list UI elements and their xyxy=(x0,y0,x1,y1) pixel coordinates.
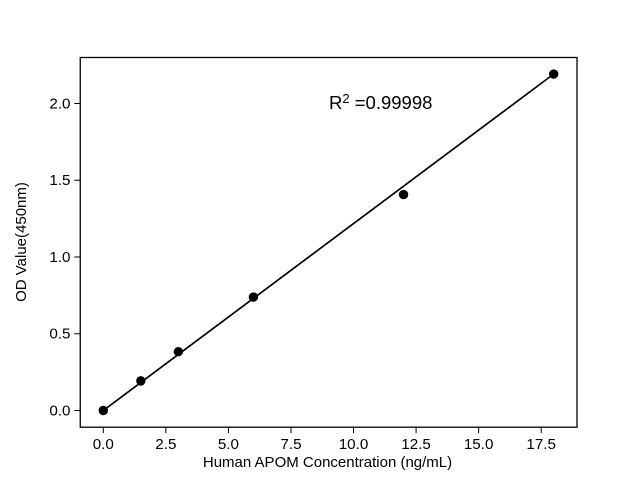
svg-text:17.5: 17.5 xyxy=(526,436,556,453)
svg-text:10.0: 10.0 xyxy=(339,436,369,453)
svg-text:1.0: 1.0 xyxy=(49,249,70,266)
svg-text:0.0: 0.0 xyxy=(49,402,70,419)
svg-text:2.5: 2.5 xyxy=(155,436,176,453)
svg-text:Human APOM Concentration (ng/m: Human APOM Concentration (ng/mL) xyxy=(203,454,452,471)
svg-text:2.0: 2.0 xyxy=(49,95,70,112)
svg-text:OD Value(450nm): OD Value(450nm) xyxy=(13,182,30,302)
svg-text:R2 =0.99998: R2 =0.99998 xyxy=(329,91,432,113)
svg-text:12.5: 12.5 xyxy=(401,436,431,453)
svg-text:7.5: 7.5 xyxy=(280,436,301,453)
svg-text:15.0: 15.0 xyxy=(464,436,494,453)
svg-text:0.0: 0.0 xyxy=(93,436,114,453)
svg-text:0.5: 0.5 xyxy=(49,326,70,343)
svg-text:1.5: 1.5 xyxy=(49,172,70,189)
svg-text:5.0: 5.0 xyxy=(218,436,239,453)
